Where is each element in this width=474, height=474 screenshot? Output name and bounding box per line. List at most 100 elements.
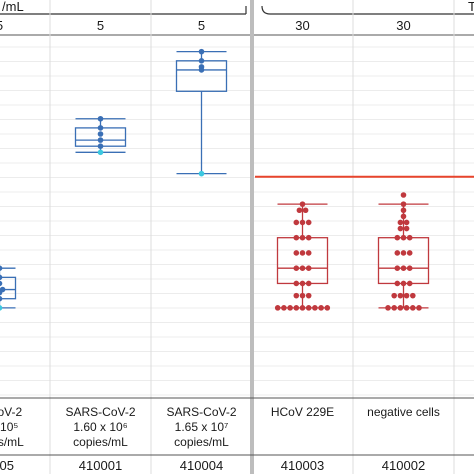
data-point [293, 280, 300, 287]
data-point [296, 207, 303, 214]
data-point [406, 280, 413, 287]
group-series-1 [74, 115, 127, 156]
data-point [397, 219, 404, 226]
category-label-line: S-CoV-2 [0, 405, 22, 419]
data-point [400, 280, 407, 287]
data-point [299, 292, 306, 299]
data-point [293, 234, 300, 241]
category-label-line: opies/mL [0, 435, 24, 449]
data-point [293, 265, 300, 272]
data-point [305, 292, 312, 299]
data-point [403, 219, 410, 226]
group-series-2 [175, 48, 228, 177]
data-point [0, 305, 3, 311]
replicate-count: 5 [97, 18, 104, 33]
data-point [198, 48, 205, 55]
group-series-3 [274, 201, 331, 311]
category-label-line: copies/mL [174, 435, 229, 449]
data-point [400, 207, 407, 214]
data-point [0, 265, 3, 271]
box-iqr [276, 237, 329, 285]
data-point [305, 234, 312, 241]
replicate-count: 5 [198, 18, 205, 33]
data-point [299, 280, 306, 287]
category-label-line: negative cells [367, 405, 440, 419]
data-point [293, 250, 300, 256]
data-point [400, 201, 407, 207]
data-point [198, 58, 205, 64]
data-point [416, 305, 422, 311]
header-bracket-group: /mL T 5 5 5 30 30 [0, 0, 474, 36]
sample-id-label: 410004 [180, 458, 223, 473]
data-point [394, 250, 401, 256]
data-point [406, 234, 413, 241]
data-point [406, 265, 413, 272]
data-point [97, 137, 104, 143]
data-point [403, 292, 410, 299]
data-point [299, 219, 306, 226]
data-point [394, 280, 401, 287]
data-point [305, 219, 312, 226]
data-point [97, 149, 104, 156]
category-label-line: SARS-CoV-2 [65, 405, 135, 419]
data-point [97, 125, 104, 131]
replicate-count: 30 [396, 18, 410, 33]
data-point [403, 225, 410, 232]
data-point [400, 265, 407, 272]
data-point [406, 250, 413, 256]
data-point [293, 219, 300, 226]
sample-id-label: 410002 [382, 458, 425, 473]
box-iqr [0, 276, 17, 300]
data-point [324, 305, 331, 311]
category-labels: S-CoV-20 x 10⁵opies/mL0005SARS-CoV-21.60… [0, 397, 474, 473]
data-point [391, 292, 398, 299]
category-label-line: copies/mL [73, 435, 128, 449]
data-point [410, 292, 416, 299]
data-point [400, 234, 407, 241]
category-label-line: HCoV 229E [271, 405, 334, 419]
data-point [293, 292, 300, 299]
data-point [305, 305, 312, 311]
data-point [0, 295, 3, 302]
data-point [97, 143, 104, 149]
top-bracket-left-label: /mL [2, 0, 24, 14]
data-point [97, 115, 104, 122]
data-point [397, 305, 404, 311]
sample-id-label: 410001 [79, 458, 122, 473]
group-series-4 [377, 192, 430, 311]
data-point [318, 305, 324, 311]
data-point [305, 265, 312, 272]
data-point [400, 192, 407, 198]
data-point [198, 170, 205, 177]
data-point [0, 280, 3, 287]
data-point [198, 64, 205, 70]
replicate-count: 5 [0, 18, 3, 33]
category-label-line: 1.60 x 10⁶ [73, 420, 127, 434]
data-point [385, 305, 391, 311]
data-point [397, 292, 404, 299]
data-point [305, 280, 312, 287]
data-point [287, 305, 293, 311]
data-point [312, 305, 318, 311]
category-label-line: 0 x 10⁵ [0, 420, 18, 434]
data-point [397, 225, 404, 232]
data-point [0, 286, 6, 293]
data-point [281, 305, 287, 311]
data-point [394, 234, 401, 241]
right-bracket-line [261, 5, 474, 15]
data-point [305, 250, 312, 256]
data-point [293, 305, 300, 311]
data-point [299, 250, 306, 256]
data-point [394, 265, 401, 272]
data-point [299, 305, 306, 311]
sample-id-label: 0005 [0, 458, 14, 473]
data-point [391, 305, 398, 311]
data-point [302, 207, 309, 214]
box-iqr [377, 237, 430, 285]
category-label-line: SARS-CoV-2 [166, 405, 236, 419]
data-point [0, 274, 3, 281]
category-label-line: 1.65 x 10⁷ [175, 420, 229, 434]
data-point [299, 201, 306, 207]
